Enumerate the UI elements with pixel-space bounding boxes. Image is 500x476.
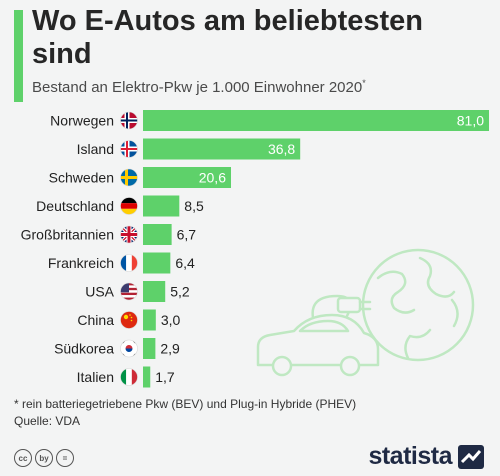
category-label: Deutschland bbox=[36, 198, 114, 214]
category-label: China bbox=[77, 312, 114, 328]
plug-pins bbox=[358, 300, 372, 311]
bar bbox=[143, 224, 172, 245]
subtitle-marker: * bbox=[362, 78, 366, 88]
brand-name: statista bbox=[368, 442, 452, 470]
chart-title: Wo E-Autos am beliebtesten sind bbox=[32, 5, 424, 70]
chart-subtitle: Bestand an Elektro-Pkw je 1.000 Einwohne… bbox=[32, 78, 366, 96]
iceland-flag-icon bbox=[120, 140, 138, 158]
usa-flag-icon bbox=[120, 282, 138, 301]
china-flag-icon bbox=[120, 311, 138, 329]
value-label: 6,4 bbox=[175, 255, 195, 271]
france-flag-icon bbox=[120, 254, 138, 272]
footnote-block: * rein batteriegetriebene Pkw (BEV) und … bbox=[14, 396, 356, 430]
globe-outline bbox=[361, 248, 475, 362]
car-window bbox=[298, 319, 350, 333]
subtitle-text: Bestand an Elektro-Pkw je 1.000 Einwohne… bbox=[32, 79, 363, 96]
category-label: Großbritannien bbox=[21, 227, 114, 243]
bar bbox=[143, 110, 489, 131]
bar-row: Deutschland 8,5 bbox=[36, 195, 204, 217]
bar bbox=[143, 366, 151, 388]
bar bbox=[143, 281, 166, 302]
category-label: Norwegen bbox=[50, 113, 114, 129]
bar-row: Italien 1,7 bbox=[77, 366, 175, 388]
cc-license-icon[interactable]: cc bbox=[14, 449, 32, 467]
bar-row: Island 36,8 bbox=[77, 138, 301, 160]
value-label: 8,5 bbox=[184, 198, 204, 214]
value-label: 6,7 bbox=[177, 227, 197, 243]
bar-row: Südkorea 2,9 bbox=[54, 338, 180, 359]
value-label: 36,8 bbox=[268, 141, 295, 157]
statista-logo-icon bbox=[458, 444, 484, 469]
bar bbox=[143, 309, 156, 331]
globe-continents bbox=[376, 256, 459, 360]
bar-row: Norwegen 81,0 bbox=[50, 110, 489, 131]
statista-brand[interactable]: statista bbox=[368, 442, 484, 471]
bar-row: USA 5,2 bbox=[85, 281, 190, 302]
value-label: 2,9 bbox=[160, 341, 180, 357]
attribution-icon[interactable]: by bbox=[35, 449, 53, 467]
value-label: 81,0 bbox=[457, 113, 484, 129]
value-label: 5,2 bbox=[170, 284, 190, 300]
italy-flag-icon bbox=[120, 368, 138, 386]
car-wheel-front bbox=[271, 355, 293, 377]
no-derivatives-icon[interactable]: = bbox=[56, 449, 74, 467]
norway-flag-icon bbox=[120, 111, 138, 130]
license-icons: cc by = bbox=[14, 449, 74, 467]
category-label: Frankreich bbox=[48, 255, 114, 271]
bar-row: Großbritannien 6,7 bbox=[21, 224, 197, 245]
bar-row: Schweden 20,6 bbox=[49, 167, 231, 188]
germany-flag-icon bbox=[120, 197, 138, 215]
bar bbox=[143, 252, 171, 274]
south-korea-flag-icon bbox=[120, 339, 138, 358]
bar bbox=[143, 167, 231, 188]
category-label: Island bbox=[77, 141, 114, 157]
car-body bbox=[256, 313, 380, 367]
category-label: Südkorea bbox=[54, 341, 114, 357]
category-label: Schweden bbox=[49, 170, 114, 186]
sweden-flag-icon bbox=[120, 168, 138, 187]
bar-row: Frankreich 6,4 bbox=[48, 252, 195, 274]
bar bbox=[143, 195, 180, 217]
value-label: 3,0 bbox=[161, 312, 181, 328]
charging-plug bbox=[336, 296, 362, 314]
bars-layer: Norwegen 81,0 Island 36,8 Schweden 20,6 Deutsc… bbox=[21, 110, 489, 388]
accent-bar bbox=[14, 10, 23, 102]
e-car-globe-illustration bbox=[256, 248, 475, 377]
value-label: 20,6 bbox=[199, 170, 226, 186]
bar bbox=[143, 138, 301, 160]
bar-chart: Norwegen 81,0 Island 36,8 Schweden 20,6 Deutsc… bbox=[21, 110, 489, 388]
bar bbox=[143, 338, 156, 359]
source-note: Quelle: VDA bbox=[14, 414, 81, 428]
category-label: Italien bbox=[77, 369, 114, 385]
uk-flag-icon bbox=[120, 225, 138, 244]
value-label: 1,7 bbox=[155, 369, 175, 385]
bar-row: China 3,0 bbox=[77, 309, 181, 331]
footnote: * rein batteriegetriebene Pkw (BEV) und … bbox=[14, 397, 357, 411]
car-wheel-rear bbox=[339, 355, 361, 377]
category-label: USA bbox=[85, 284, 114, 300]
